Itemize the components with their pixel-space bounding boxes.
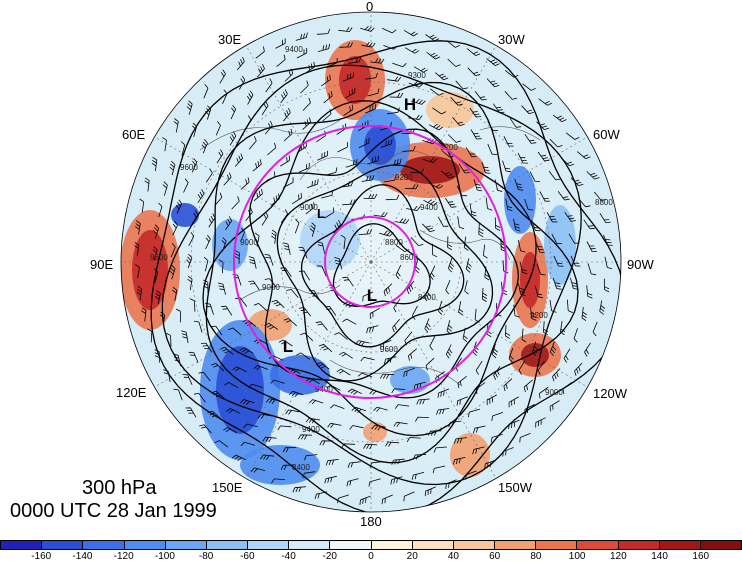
colorbar-swatch [453, 541, 496, 549]
lon-label-0: 0 [366, 0, 374, 14]
colorbar-label: 0 [368, 551, 374, 562]
contour-label: 8400 [418, 293, 436, 302]
colorbar-swatch [618, 541, 660, 549]
inner-ring [324, 216, 416, 308]
lon-label-60e: 60E [122, 127, 146, 142]
contour-label: 8800 [595, 198, 613, 207]
map-border [120, 11, 622, 513]
colorbar-label: -60 [240, 551, 255, 562]
colorbar-swatch [371, 541, 413, 549]
colorbar-label: -120 [113, 551, 134, 562]
colorbar-label: -20 [322, 551, 337, 562]
colorbar-label: -140 [72, 551, 93, 562]
colorbar-swatch [495, 541, 537, 549]
contour-label: 9200 [395, 173, 413, 182]
wind-barbs [134, 25, 613, 505]
colorbar-label: 120 [609, 551, 627, 562]
colorbar-label: -40 [281, 551, 296, 562]
colorbar-label: 40 [447, 551, 459, 562]
lon-label-90w: 90W [627, 257, 654, 272]
contour-label: 8400 [292, 463, 310, 472]
lon-label-30e: 30E [218, 32, 242, 47]
contour-label: 9200 [440, 143, 458, 152]
pressure-centers: H L L L [283, 95, 416, 356]
colorbar-swatch [83, 541, 125, 549]
colorbar-swatch [165, 541, 207, 549]
contour-label: 9000 [300, 203, 318, 212]
colorbar-swatch [330, 541, 372, 549]
lon-label-150e: 150E [212, 480, 243, 495]
contour-label: 8600 [400, 253, 418, 262]
colorbar-label: 60 [489, 551, 501, 562]
colorbar-label: -160 [31, 551, 52, 562]
contour-label: 9400 [285, 45, 303, 54]
contour-label: 9600 [150, 253, 168, 262]
colorbar-swatch [206, 541, 249, 549]
contour-label: 9000 [545, 388, 563, 397]
outer-ring [233, 125, 507, 399]
lon-label-60w: 60W [593, 127, 620, 142]
center-l-3: L [317, 206, 325, 221]
lon-label-120e: 120E [116, 385, 147, 400]
colorbar-swatch [412, 541, 454, 549]
contour-label: 9400 [302, 425, 320, 434]
contour-label: 9400 [420, 203, 438, 212]
coastlines [199, 119, 541, 386]
lon-label-30w: 30W [498, 32, 525, 47]
contour-label: 9000 [240, 238, 258, 247]
colorbar-label: 100 [568, 551, 586, 562]
contour-label: 9000 [262, 283, 280, 292]
contour-label: 9600 [380, 345, 398, 354]
map-disk: 9400 9300 9200 9400 9200 8800 8600 8400 9000 9000… [121, 12, 621, 512]
colorbar-label: 140 [651, 551, 668, 562]
graticule [121, 12, 621, 512]
center-h: H [404, 95, 416, 114]
contour-label: 9300 [408, 71, 426, 80]
datetime-caption: 0000 UTC 28 Jan 1999 [10, 500, 217, 522]
colorbar-swatch [577, 541, 619, 549]
colorbar-label: -80 [198, 551, 214, 562]
lon-label-120w: 120W [593, 386, 627, 401]
contour-label: 8800 [385, 238, 403, 247]
colorbar-swatch [1, 541, 43, 549]
colorbar-label: 160 [692, 551, 710, 562]
colorbar-swatch [659, 541, 701, 549]
colorbar-swatch [248, 541, 290, 549]
lon-label-180: 180 [360, 514, 382, 529]
contour-label: 9200 [530, 311, 548, 320]
center-l-1: L [367, 286, 377, 305]
colorbar [0, 540, 742, 550]
colorbar-label: -100 [154, 551, 175, 562]
colorbar-label: 80 [530, 551, 542, 562]
center-l-2: L [283, 337, 293, 356]
level-caption: 300 hPa [82, 477, 157, 499]
colorbar-label: 20 [406, 551, 418, 562]
colorbar-swatch [124, 541, 166, 549]
colorbar-swatch [42, 541, 84, 549]
colorbar-swatch [536, 541, 578, 549]
colorbar-swatch [289, 541, 331, 549]
lon-label-90e: 90E [90, 257, 114, 272]
colorbar-swatch [700, 541, 742, 549]
lon-label-150w: 150W [498, 480, 532, 495]
contour-label: 9600 [180, 163, 198, 172]
